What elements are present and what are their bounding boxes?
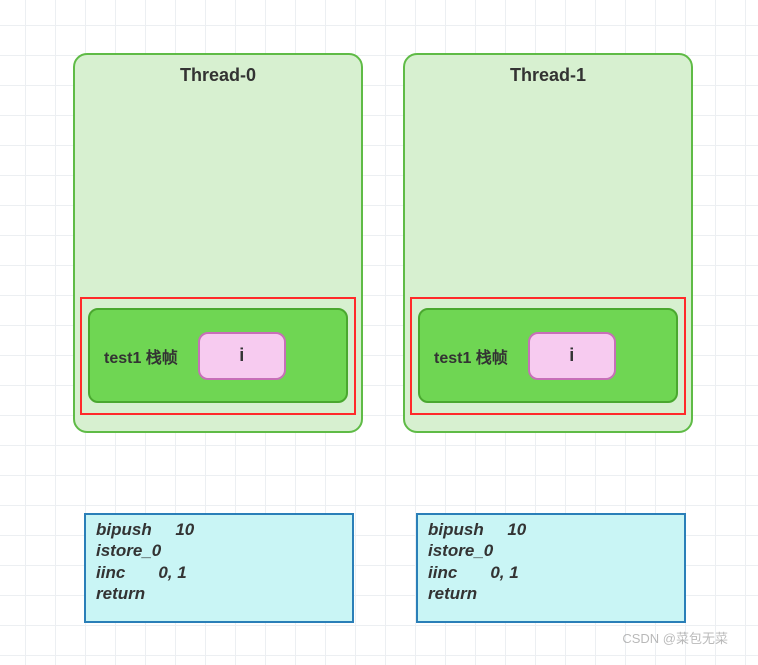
stack-frame-1: test1 栈帧 i	[418, 308, 678, 403]
frame-label-0: test1 栈帧	[104, 344, 178, 368]
frame-label-1: test1 栈帧	[434, 344, 508, 368]
stack-frame-0: test1 栈帧 i	[88, 308, 348, 403]
watermark: CSDN @菜包无菜	[622, 628, 728, 647]
thread-title-0: Thread-0	[75, 65, 361, 86]
bytecode-box-0: bipush 10 istore_0 iinc 0, 1 return	[84, 513, 354, 623]
bytecode-box-1: bipush 10 istore_0 iinc 0, 1 return	[416, 513, 686, 623]
local-var-1: i	[528, 332, 616, 380]
local-var-0: i	[198, 332, 286, 380]
thread-title-1: Thread-1	[405, 65, 691, 86]
